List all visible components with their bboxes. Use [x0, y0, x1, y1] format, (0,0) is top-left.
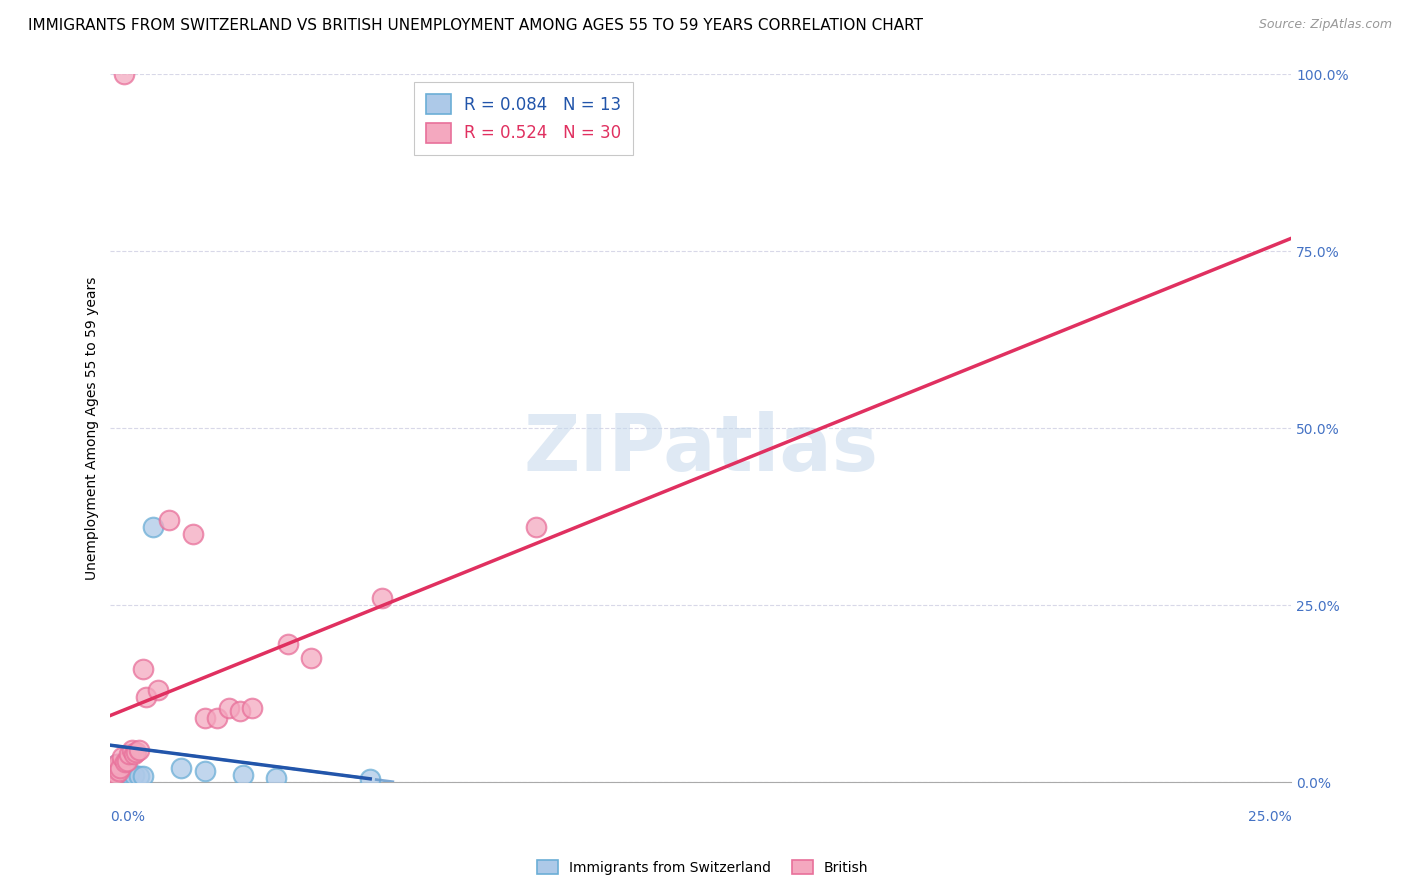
Point — [229, 704, 252, 718]
Point — [240, 700, 263, 714]
Point — [107, 757, 129, 772]
Point — [205, 711, 228, 725]
Point — [218, 700, 240, 714]
Point — [114, 764, 136, 779]
Point — [181, 527, 204, 541]
Point — [125, 745, 148, 759]
Point — [128, 769, 150, 783]
Point — [108, 764, 131, 779]
Point — [111, 762, 134, 776]
Point — [104, 762, 127, 776]
Point — [142, 520, 165, 534]
Point — [114, 755, 136, 769]
Point — [101, 764, 124, 779]
Y-axis label: Unemployment Among Ages 55 to 59 years: Unemployment Among Ages 55 to 59 years — [86, 277, 100, 580]
Point — [122, 747, 145, 761]
Text: 25.0%: 25.0% — [1247, 810, 1291, 824]
Point — [194, 711, 217, 725]
Point — [132, 769, 155, 783]
Legend: Immigrants from Switzerland, British: Immigrants from Switzerland, British — [531, 855, 875, 880]
Text: ZIPatlas: ZIPatlas — [523, 411, 879, 487]
Point — [277, 637, 299, 651]
Point — [115, 754, 138, 768]
Point — [118, 766, 141, 780]
Point — [170, 761, 193, 775]
Point — [135, 690, 157, 704]
Point — [299, 651, 322, 665]
Point — [108, 761, 131, 775]
Text: 0.0%: 0.0% — [111, 810, 145, 824]
Point — [132, 662, 155, 676]
Point — [159, 513, 181, 527]
Text: Source: ZipAtlas.com: Source: ZipAtlas.com — [1258, 18, 1392, 31]
Point — [264, 772, 287, 786]
Point — [111, 750, 134, 764]
Point — [371, 591, 394, 605]
Point — [105, 766, 128, 780]
Point — [232, 768, 254, 782]
Point — [146, 683, 169, 698]
Point — [122, 768, 145, 782]
Point — [103, 761, 125, 775]
Point — [118, 747, 141, 761]
Point — [194, 764, 217, 779]
Point — [112, 67, 135, 81]
Point — [359, 772, 381, 787]
Point — [107, 757, 129, 772]
Point — [121, 743, 143, 757]
Point — [524, 520, 547, 534]
Text: IMMIGRANTS FROM SWITZERLAND VS BRITISH UNEMPLOYMENT AMONG AGES 55 TO 59 YEARS CO: IMMIGRANTS FROM SWITZERLAND VS BRITISH U… — [28, 18, 924, 33]
Legend: R = 0.084   N = 13, R = 0.524   N = 30: R = 0.084 N = 13, R = 0.524 N = 30 — [415, 82, 633, 154]
Point — [128, 743, 150, 757]
